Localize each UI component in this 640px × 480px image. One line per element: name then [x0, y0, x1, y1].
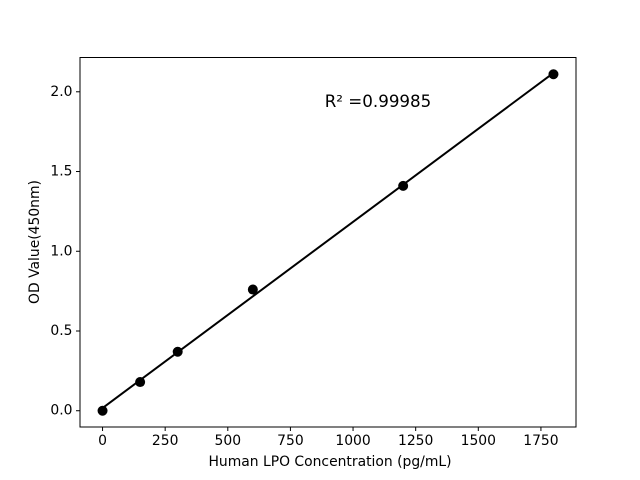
data-point: [97, 405, 108, 416]
trend-line: [101, 72, 555, 409]
data-point: [247, 284, 258, 295]
x-tick-label: 1750: [523, 433, 558, 449]
y-tick-label: 1.0: [50, 243, 72, 259]
r-squared-annotation: R² =0.99985: [324, 91, 432, 111]
y-tick-label: 2.0: [50, 84, 72, 100]
y-tick-label: 0.5: [50, 323, 72, 339]
y-tick-label: 1.5: [50, 164, 72, 180]
data-point: [398, 180, 409, 191]
y-axis-label: OD Value(450nm): [27, 180, 43, 304]
x-tick-label: 750: [277, 433, 304, 449]
plot-area-spines: [79, 57, 577, 428]
x-tick-label: 1250: [398, 433, 433, 449]
x-tick-label: 250: [152, 433, 179, 449]
x-axis-label: Human LPO Concentration (pg/mL): [208, 454, 452, 470]
x-tick-label: 1000: [335, 433, 370, 449]
data-point: [548, 69, 559, 80]
data-point: [172, 346, 183, 357]
x-tick-label: 1500: [461, 433, 496, 449]
data-point: [135, 377, 146, 388]
y-tick-label: 0.0: [50, 403, 72, 419]
x-tick-label: 0: [98, 433, 107, 449]
x-tick-label: 500: [215, 433, 242, 449]
